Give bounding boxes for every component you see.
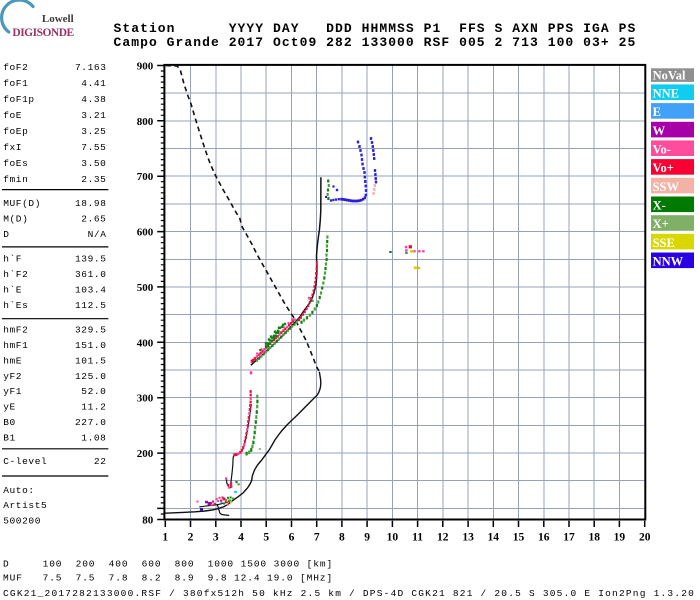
svg-text:101.5: 101.5 xyxy=(75,355,107,366)
svg-text:NNW: NNW xyxy=(653,255,684,269)
svg-text:5: 5 xyxy=(263,532,269,544)
svg-text:Vo-: Vo- xyxy=(653,142,671,156)
svg-text:X+: X+ xyxy=(653,217,669,231)
svg-text:DIGISONDE: DIGISONDE xyxy=(12,27,74,39)
svg-text:329.5: 329.5 xyxy=(75,325,107,336)
svg-text:2.35: 2.35 xyxy=(81,174,106,185)
svg-text:MUF(D): MUF(D) xyxy=(3,198,41,209)
svg-text:fmin: fmin xyxy=(3,174,28,185)
svg-text:NNE: NNE xyxy=(653,86,679,100)
svg-text:D: D xyxy=(3,229,9,240)
svg-text:14: 14 xyxy=(488,532,500,544)
svg-text:SSW: SSW xyxy=(653,180,680,194)
svg-text:151.0: 151.0 xyxy=(75,340,107,351)
svg-text:foF2: foF2 xyxy=(3,62,28,73)
svg-text:3.25: 3.25 xyxy=(81,126,106,137)
svg-text:18: 18 xyxy=(588,532,600,544)
svg-text:Lowell: Lowell xyxy=(42,13,74,25)
svg-text:227.0: 227.0 xyxy=(75,417,107,428)
svg-text:2.65: 2.65 xyxy=(81,214,106,225)
svg-text:6: 6 xyxy=(289,532,295,544)
svg-text:W: W xyxy=(653,124,666,138)
svg-text:8: 8 xyxy=(339,532,345,544)
svg-text:1: 1 xyxy=(162,532,168,544)
svg-text:18.98: 18.98 xyxy=(75,198,107,209)
svg-text:SSE: SSE xyxy=(653,236,675,250)
svg-text:NoVal: NoVal xyxy=(653,69,686,83)
svg-text:500: 500 xyxy=(137,282,154,294)
svg-text:Auto:: Auto: xyxy=(3,485,35,496)
svg-text:B1: B1 xyxy=(3,432,16,443)
svg-text:4: 4 xyxy=(238,532,244,544)
svg-text:B0: B0 xyxy=(3,417,16,428)
svg-text:foEs: foEs xyxy=(3,158,28,169)
svg-text:112.5: 112.5 xyxy=(75,300,107,311)
svg-text:4.38: 4.38 xyxy=(81,94,106,105)
svg-text:hmE: hmE xyxy=(3,355,22,366)
svg-text:139.5: 139.5 xyxy=(75,254,107,265)
svg-text:foEp: foEp xyxy=(3,126,28,137)
svg-text:7.55: 7.55 xyxy=(81,142,106,153)
svg-text:foF1p: foF1p xyxy=(3,94,35,105)
svg-text:800: 800 xyxy=(137,116,154,128)
svg-text:52.0: 52.0 xyxy=(81,386,106,397)
svg-text:fxI: fxI xyxy=(3,142,22,153)
svg-text:hmF2: hmF2 xyxy=(3,325,28,336)
svg-text:500200: 500200 xyxy=(3,515,41,526)
svg-text:3: 3 xyxy=(213,532,219,544)
svg-text:h`F2: h`F2 xyxy=(3,269,28,280)
svg-text:N/A: N/A xyxy=(88,229,107,240)
svg-text:yF2: yF2 xyxy=(3,371,22,382)
svg-text:1.08: 1.08 xyxy=(81,432,106,443)
svg-text:19: 19 xyxy=(614,532,626,544)
svg-text:17: 17 xyxy=(563,532,575,544)
svg-text:10: 10 xyxy=(387,532,399,544)
svg-text:MUF 7.5 7.5 7.8 8.2 8.9: MUF 7.5 7.5 7.8 8.2 8.9 9.8 12.4 19.0 [M… xyxy=(3,573,333,584)
svg-text:Vo+: Vo+ xyxy=(653,161,674,175)
svg-text:foF1: foF1 xyxy=(3,78,28,89)
svg-text:9: 9 xyxy=(364,532,370,544)
svg-text:900: 900 xyxy=(137,61,154,73)
svg-text:Station YYYY DAY DDD HH: Station YYYY DAY DDD HHMMSS P1 FFS S AXN… xyxy=(114,21,637,36)
svg-text:400: 400 xyxy=(137,337,154,349)
svg-text:Campo Grande 2017 Oct09 282 13: Campo Grande 2017 Oct09 282 133000 RSF 0… xyxy=(114,35,637,50)
svg-text:12: 12 xyxy=(437,532,449,544)
svg-text:125.0: 125.0 xyxy=(75,371,107,382)
svg-text:M(D): M(D) xyxy=(3,214,28,225)
svg-text:Artist5: Artist5 xyxy=(3,500,47,511)
svg-text:16: 16 xyxy=(538,532,550,544)
svg-text:200: 200 xyxy=(137,448,154,460)
svg-text:yF1: yF1 xyxy=(3,386,22,397)
svg-text:CGK21_2017282133000.RSF / 380f: CGK21_2017282133000.RSF / 380fx512h 50 k… xyxy=(3,588,695,599)
svg-text:80: 80 xyxy=(142,515,154,527)
svg-text:X-: X- xyxy=(653,199,666,213)
svg-text:3.21: 3.21 xyxy=(81,110,106,121)
svg-text:300: 300 xyxy=(137,393,154,405)
svg-text:foE: foE xyxy=(3,110,22,121)
svg-text:13: 13 xyxy=(462,532,474,544)
svg-text:3.50: 3.50 xyxy=(81,158,106,169)
svg-text:15: 15 xyxy=(513,532,525,544)
svg-text:700: 700 xyxy=(137,171,154,183)
svg-text:600: 600 xyxy=(137,227,154,239)
svg-text:7.163: 7.163 xyxy=(75,62,107,73)
svg-text:103.4: 103.4 xyxy=(75,285,107,296)
svg-text:yE: yE xyxy=(3,402,16,413)
svg-text:D 100 200 400 600 800: D 100 200 400 600 800 1000 1500 3000 [km… xyxy=(3,558,333,569)
svg-text:22: 22 xyxy=(94,456,107,467)
svg-text:h`Es: h`Es xyxy=(3,300,28,311)
svg-text:2: 2 xyxy=(188,532,194,544)
svg-text:h`E: h`E xyxy=(3,285,22,296)
svg-text:hmF1: hmF1 xyxy=(3,340,28,351)
svg-text:20: 20 xyxy=(639,532,651,544)
svg-text:h`F: h`F xyxy=(3,254,22,265)
svg-text:E: E xyxy=(653,105,661,119)
svg-text:361.0: 361.0 xyxy=(75,269,107,280)
svg-text:11.2: 11.2 xyxy=(81,402,106,413)
svg-text:7: 7 xyxy=(314,532,320,544)
svg-text:11: 11 xyxy=(412,532,423,544)
svg-text:4.41: 4.41 xyxy=(81,78,106,89)
svg-text:C-level: C-level xyxy=(3,456,47,467)
